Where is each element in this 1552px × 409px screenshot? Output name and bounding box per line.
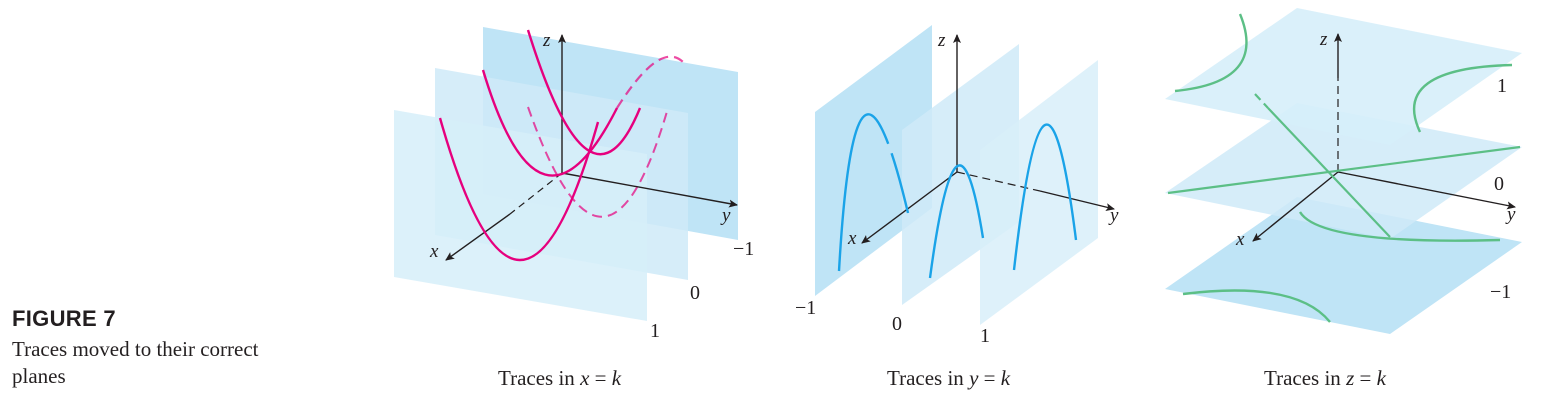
panel-z-traces — [1165, 8, 1522, 334]
figure-title: FIGURE 7 — [12, 306, 116, 331]
panel-y-traces — [815, 25, 1115, 325]
trace-z-0-line2 — [1267, 107, 1391, 238]
panel2-plane-label-middle: 0 — [892, 313, 902, 335]
trace-x-0 — [481, 69, 619, 177]
trace-z-1-left — [1174, 13, 1248, 93]
panel1-y-label: y — [722, 205, 731, 226]
panel3-plane-label-top: 1 — [1497, 75, 1507, 97]
panel2-caption: Traces in y = k — [887, 366, 1011, 390]
panel3-plane-label-bottom: −1 — [1490, 281, 1512, 303]
x-axis-1 — [445, 213, 511, 261]
plane-z-1 — [1165, 8, 1522, 145]
x-axis-3 — [1252, 171, 1339, 242]
panel1-caption: Traces in x = k — [498, 366, 622, 390]
plane-y-1 — [980, 60, 1098, 325]
trace-x-0-dashed — [616, 55, 684, 109]
panel3-z-label: z — [1320, 29, 1328, 50]
panel2-x-label: x — [848, 228, 857, 249]
panel3-y-label: y — [1507, 204, 1516, 225]
plane-z-minus1 — [1165, 197, 1522, 334]
trace-y-1 — [1012, 123, 1078, 271]
trace-x-minus1 — [526, 29, 642, 156]
trace-z-0-hidden — [1254, 93, 1269, 109]
x-axis-2 — [861, 171, 958, 244]
panel3-x-label: x — [1236, 229, 1245, 250]
panel2-plane-label-right: 1 — [980, 325, 990, 347]
panel2-y-label: y — [1110, 205, 1119, 226]
trace-z-minus1-upper — [1298, 211, 1501, 242]
panel3-plane-label-middle: 0 — [1494, 173, 1504, 195]
panel1-plane-label-back: −1 — [733, 238, 755, 260]
panel1-x-label: x — [430, 241, 439, 262]
trace-z-0-line1 — [1167, 145, 1521, 195]
panel1-plane-label-middle: 0 — [690, 282, 700, 304]
panel3-caption: Traces in z = k — [1264, 366, 1386, 390]
trace-x-1 — [438, 117, 600, 261]
panel2-plane-label-left: −1 — [795, 297, 817, 319]
trace-y-0 — [928, 164, 985, 279]
y-axis-1 — [561, 172, 738, 208]
trace-z-minus1-lower — [1182, 289, 1331, 323]
y-axis-2 — [1039, 190, 1115, 211]
trace-z-1-right — [1413, 63, 1513, 133]
y-axis-3 — [1337, 171, 1516, 210]
panel1-z-label: z — [543, 30, 551, 51]
trace-x-minus1-dashed — [527, 106, 669, 218]
trace-y-minus1 — [837, 113, 910, 272]
figure-caption: Traces moved to their correct planes — [12, 337, 259, 388]
panel1-plane-label-front: 1 — [650, 320, 660, 342]
plane-x-1 — [394, 110, 647, 321]
panel-x-traces — [394, 27, 738, 321]
panel2-z-label: z — [938, 30, 946, 51]
